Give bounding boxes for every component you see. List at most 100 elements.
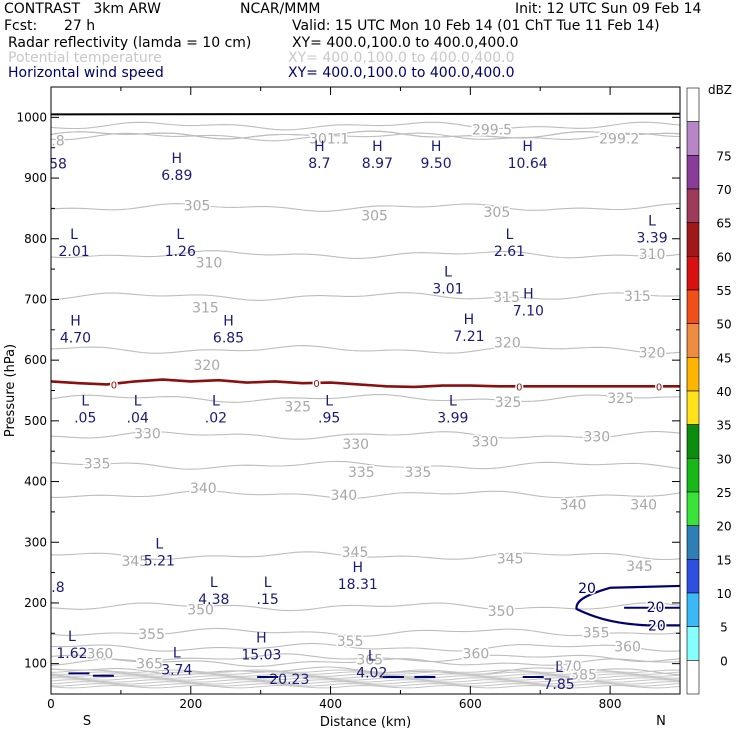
zero-contour-label: 0 bbox=[656, 382, 662, 393]
colorbar-segment bbox=[686, 121, 700, 156]
theta-isoline-335 bbox=[51, 460, 680, 470]
model-title: CONTRAST 3km ARW bbox=[4, 1, 162, 17]
theta-isoline-305 bbox=[51, 202, 680, 212]
theta-isoline-365 bbox=[51, 653, 680, 663]
extremum-letter: L bbox=[368, 649, 376, 665]
colorbar-label: 75 bbox=[716, 149, 731, 163]
extremum-letter: L bbox=[81, 394, 89, 410]
colorbar-segment bbox=[686, 559, 700, 594]
theta-isoline-370 bbox=[51, 658, 680, 667]
colorbar-segment bbox=[686, 424, 700, 459]
y-tick-label: 100 bbox=[24, 657, 47, 671]
x-tick-label: 200 bbox=[179, 697, 202, 711]
extremum-value: .15 bbox=[257, 592, 279, 608]
x-tick-label: 400 bbox=[319, 697, 342, 711]
plot-area bbox=[51, 87, 680, 694]
colorbar-segment bbox=[686, 155, 700, 190]
theta-label: 320 bbox=[193, 358, 220, 374]
extremum-letter: L bbox=[173, 646, 181, 662]
wind-speed-contour-20 bbox=[575, 584, 680, 627]
extremum-letter: L bbox=[449, 394, 457, 410]
theta-label: .8 bbox=[51, 133, 64, 149]
extremum-value: 6.85 bbox=[213, 331, 244, 347]
theta-isoline-299.2 bbox=[51, 130, 680, 140]
extremum-letter: L bbox=[68, 629, 76, 645]
extremum-value: 4.02 bbox=[356, 666, 387, 682]
extremum-value: 8.97 bbox=[362, 156, 393, 172]
colorbar-segment bbox=[686, 87, 700, 122]
theta-label: 315 bbox=[192, 300, 219, 316]
y-tick-label: 200 bbox=[24, 596, 47, 610]
colorbar-unit: dBZ bbox=[708, 83, 732, 97]
theta-label: 305 bbox=[484, 205, 511, 221]
colorbar-segment bbox=[686, 289, 700, 324]
theta-label: 305 bbox=[361, 209, 388, 225]
extremum-value: 6.89 bbox=[161, 168, 192, 184]
y-tick-label: 300 bbox=[24, 535, 47, 549]
colorbar-label: 30 bbox=[716, 452, 731, 466]
colorbar-segment bbox=[686, 188, 700, 223]
extremum-value: 3.74 bbox=[161, 663, 192, 679]
zero-contour-label: 0 bbox=[313, 379, 319, 390]
colorbar-segment bbox=[686, 660, 700, 695]
partial-label: 58 bbox=[49, 156, 67, 172]
y-tick-label: 800 bbox=[24, 232, 47, 246]
x-tick-label: 800 bbox=[599, 697, 622, 711]
colorbar-segment bbox=[686, 592, 700, 627]
theta-isoline-385 bbox=[51, 666, 680, 676]
y-axis-label: Pressure (hPa) bbox=[3, 344, 18, 437]
y-tick-label: 400 bbox=[24, 475, 47, 489]
colorbar-label: 65 bbox=[716, 217, 731, 231]
theta-label: 305 bbox=[184, 198, 211, 214]
theta-isoline-330 bbox=[51, 431, 680, 440]
y-tick-label: 500 bbox=[24, 414, 47, 428]
extremum-letter: L bbox=[325, 394, 333, 410]
theta-isoline-325 bbox=[51, 393, 680, 403]
zero-contour-label: 0 bbox=[516, 382, 522, 393]
extremum-value: 15.03 bbox=[241, 647, 281, 663]
theta-isoline-310 bbox=[51, 250, 680, 259]
extremum-letter: H bbox=[522, 139, 533, 155]
colorbar-label: 25 bbox=[716, 486, 731, 500]
theta-label: 335 bbox=[405, 465, 432, 481]
theta-label: 325 bbox=[284, 399, 311, 415]
colorbar-label: 70 bbox=[716, 183, 731, 197]
extremum-value: 7.21 bbox=[453, 329, 484, 345]
theta-label: 345 bbox=[121, 554, 148, 570]
extremum-value: 7.85 bbox=[544, 677, 575, 693]
colorbar-segment bbox=[686, 323, 700, 358]
colorbar-segment bbox=[686, 626, 700, 661]
extremum-value: 18.31 bbox=[338, 577, 378, 593]
extremum-letter: L bbox=[155, 536, 163, 552]
field-xy-reflectivity: XY= 400.0,100.0 to 400.0,400.0 bbox=[292, 35, 519, 51]
theta-label: 299.2 bbox=[599, 132, 639, 148]
theta-label: 365 bbox=[136, 657, 163, 673]
extremum-value: .02 bbox=[205, 411, 227, 427]
theta-label: 340 bbox=[330, 488, 357, 504]
theta-label: 360 bbox=[614, 640, 641, 656]
colorbar-segment bbox=[686, 458, 700, 493]
colorbar-label: 50 bbox=[716, 318, 731, 332]
field-name-theta: Potential temperature bbox=[8, 50, 162, 66]
valid-label: Valid: 15 UTC Mon 10 Feb 14 (01 ChT Tue … bbox=[292, 18, 660, 34]
extremum-value: 5.21 bbox=[144, 553, 175, 569]
colorbar-label: 55 bbox=[716, 284, 731, 298]
reflectivity-zero-contour bbox=[51, 378, 680, 389]
colorbar-segment bbox=[686, 525, 700, 560]
theta-label: 325 bbox=[607, 391, 634, 407]
theta-isoline-299.5 bbox=[51, 121, 680, 131]
extremum-letter: L bbox=[70, 227, 78, 243]
extremum-letter: H bbox=[223, 314, 234, 330]
theta-label: 330 bbox=[134, 427, 161, 443]
theta-label: 360 bbox=[463, 646, 490, 662]
theta-label: 310 bbox=[639, 247, 666, 263]
theta-label: 345 bbox=[626, 559, 653, 575]
extremum-value: 2.61 bbox=[494, 244, 525, 260]
theta-upper-isoline bbox=[51, 671, 680, 675]
theta-label: 315 bbox=[493, 290, 520, 306]
theta-isoline-350 bbox=[51, 602, 680, 612]
extremum-value: 9.50 bbox=[421, 156, 452, 172]
colorbar-segment bbox=[686, 222, 700, 257]
y-tick-label: 1000 bbox=[16, 110, 47, 124]
